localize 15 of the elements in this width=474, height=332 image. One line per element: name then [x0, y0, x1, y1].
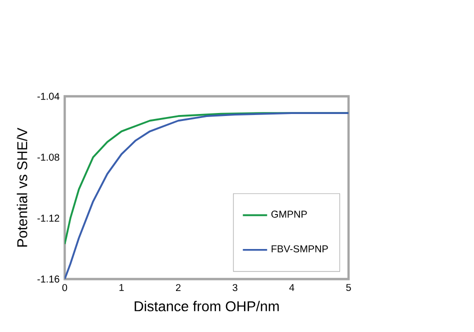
- y-tick-label: -1.04: [37, 92, 60, 100]
- x-tick-label: 3: [232, 284, 238, 292]
- line-series: [64, 112, 349, 280]
- x-tick-label: 2: [176, 284, 181, 292]
- x-tick-label: 0: [62, 284, 68, 292]
- legend-label: GMPNP: [271, 210, 307, 218]
- y-tick-label: -1.08: [37, 154, 60, 161]
- x-tick-label: 4: [289, 284, 294, 292]
- x-tick-label: 1: [119, 284, 124, 292]
- x-axis-title: Distance from OHP/nm: [134, 301, 279, 312]
- legend-label: FBV-SMPNP: [272, 246, 328, 253]
- y-axis-title: Potential vs SHE/V: [16, 128, 28, 247]
- x-tick-label: 5: [346, 284, 351, 292]
- y-tick-label: -1.12: [37, 214, 60, 222]
- y-tick-label: -1.16: [37, 276, 60, 283]
